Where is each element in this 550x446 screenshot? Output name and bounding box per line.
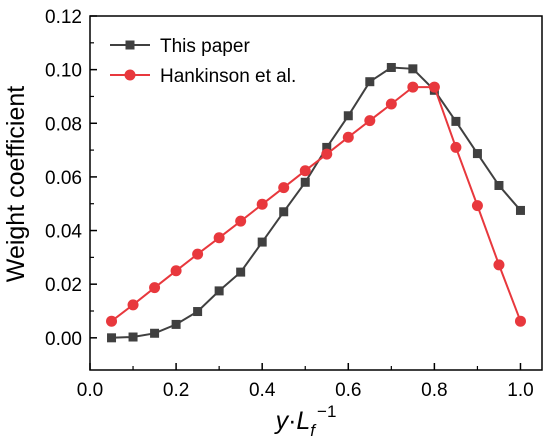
- data-point: [450, 141, 462, 153]
- legend: This paper Hankinson et al.: [110, 36, 296, 87]
- data-point: [193, 307, 203, 317]
- data-point: [171, 319, 181, 329]
- data-point: [472, 149, 482, 159]
- data-point: [515, 205, 525, 215]
- data-point: [428, 81, 440, 93]
- data-point: [127, 299, 139, 311]
- x-axis-title: y·Lf−1: [274, 402, 337, 440]
- data-point: [451, 116, 461, 126]
- x-axis-title-subscript: f: [310, 421, 317, 440]
- data-point: [386, 62, 396, 72]
- data-point: [365, 77, 375, 87]
- x-axis-title-y: y: [274, 407, 290, 435]
- legend-item: This paper: [110, 36, 250, 57]
- data-point: [214, 286, 224, 296]
- data-point: [342, 131, 354, 143]
- data-point: [343, 111, 353, 121]
- legend-swatch-marker: [124, 69, 136, 81]
- data-point: [235, 215, 247, 227]
- x-tick-label: 0.8: [421, 380, 447, 401]
- x-tick-label: 1.0: [507, 380, 533, 401]
- data-point: [364, 115, 376, 127]
- x-tick-label: 0.6: [335, 380, 361, 401]
- x-axis-title-l: L: [296, 407, 310, 435]
- x-tick-label: 0.0: [77, 380, 103, 401]
- data-point: [278, 182, 290, 194]
- series-0: [107, 62, 525, 343]
- data-point: [385, 98, 397, 110]
- data-point: [407, 81, 419, 93]
- y-tick-label: 0.00: [45, 329, 82, 350]
- data-point: [213, 232, 225, 244]
- data-point: [471, 200, 483, 212]
- data-point: [408, 64, 418, 74]
- y-tick-label: 0.06: [45, 168, 82, 189]
- x-tick-label: 0.4: [249, 380, 276, 401]
- data-point: [170, 265, 182, 277]
- data-point: [150, 328, 160, 338]
- y-tick-label: 0.10: [45, 61, 82, 82]
- plot-frame: [89, 15, 543, 371]
- y-axis: 0.00 0.02 0.04 0.06 0.08 0.10 0.12: [45, 7, 97, 350]
- x-axis-title-superscript: −1: [317, 402, 336, 421]
- x-axis-title-dot: ·: [288, 407, 296, 435]
- data-point: [236, 267, 246, 277]
- data-point: [514, 315, 526, 327]
- data-point: [279, 207, 289, 217]
- series-1: [106, 81, 526, 327]
- x-tick-label: 0.2: [163, 380, 189, 401]
- y-tick-label: 0.12: [45, 7, 82, 28]
- data-point: [106, 315, 118, 327]
- data-point: [322, 142, 332, 152]
- data-point: [192, 248, 204, 260]
- data-point: [149, 282, 161, 294]
- legend-swatch-marker: [125, 40, 135, 50]
- legend-label: This paper: [160, 36, 250, 57]
- data-point: [300, 177, 310, 187]
- data-point: [128, 332, 138, 342]
- legend-label: Hankinson et al.: [160, 66, 296, 87]
- series-line: [111, 66, 522, 339]
- x-axis: 0.0 0.2 0.4 0.6 0.8 1.0: [77, 363, 534, 401]
- plot-border: [89, 15, 543, 371]
- y-tick-label: 0.02: [45, 275, 82, 296]
- y-tick-label: 0.04: [45, 222, 82, 243]
- data-point: [257, 237, 267, 247]
- y-axis-title: Weight coefficient: [2, 86, 30, 282]
- data-point: [107, 333, 117, 343]
- data-point: [256, 198, 268, 210]
- data-point: [321, 148, 333, 160]
- legend-item: Hankinson et al.: [110, 66, 296, 87]
- data-point: [494, 180, 504, 190]
- data-point: [493, 259, 505, 271]
- y-tick-label: 0.08: [45, 114, 82, 135]
- data-point: [299, 165, 311, 177]
- series-layer: [106, 62, 526, 343]
